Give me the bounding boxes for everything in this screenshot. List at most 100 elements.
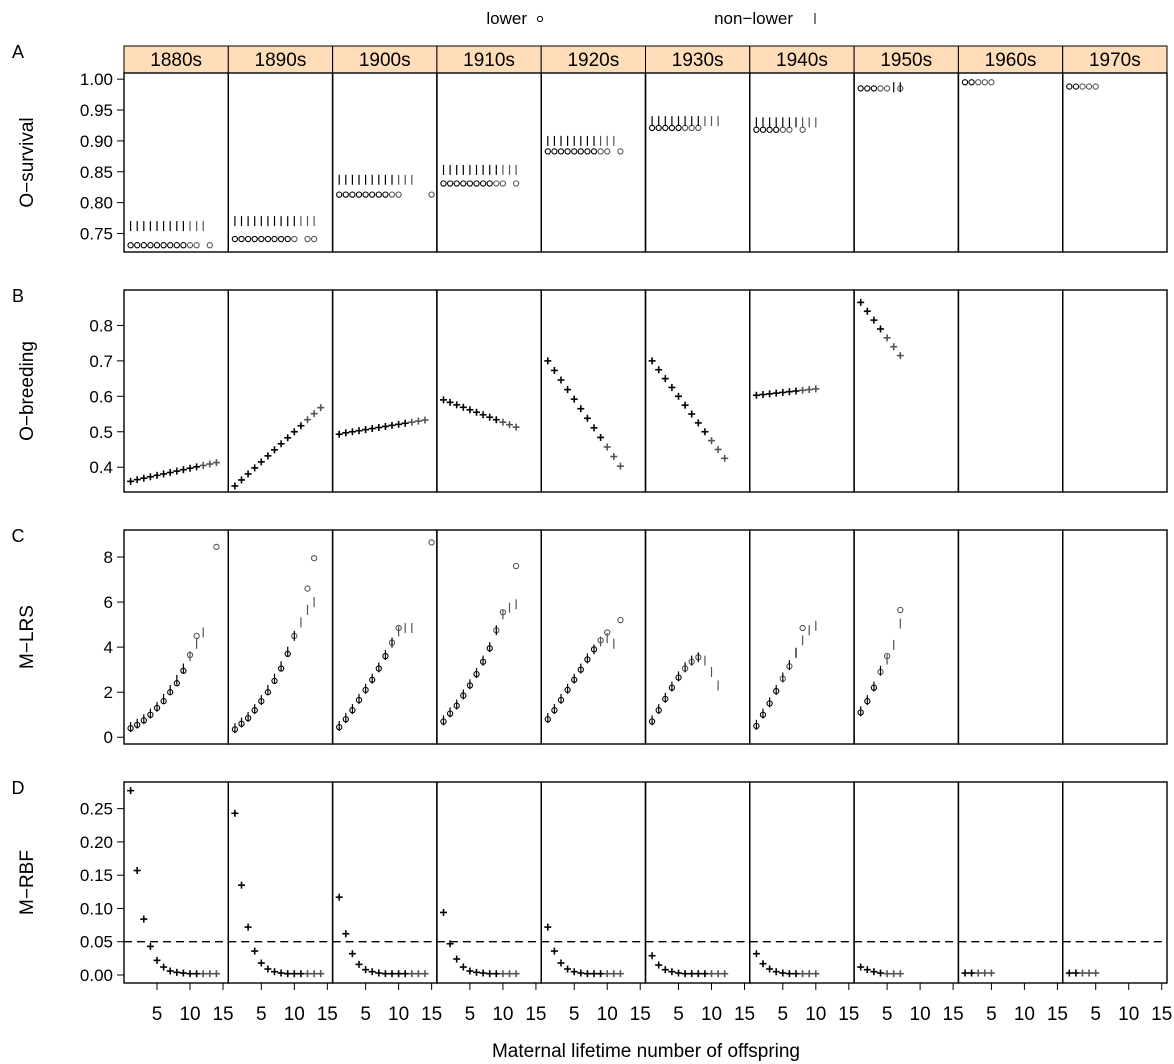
point-circle bbox=[428, 191, 435, 198]
point-plus bbox=[479, 411, 487, 419]
point-plus bbox=[486, 413, 494, 421]
point-plus bbox=[708, 437, 716, 445]
point-plus bbox=[251, 947, 259, 955]
y-tick-label: 0.15 bbox=[80, 866, 113, 885]
y-tick-label: 4 bbox=[104, 638, 113, 657]
panel-d-1950s: 5 10 15 bbox=[853, 781, 964, 1025]
point-circle bbox=[1072, 83, 1080, 90]
point-circle bbox=[1092, 83, 1099, 90]
point-plus bbox=[766, 390, 774, 398]
point-plus bbox=[459, 403, 467, 411]
point-circle bbox=[460, 180, 467, 187]
point-plus bbox=[752, 391, 760, 399]
point-plus bbox=[506, 421, 514, 429]
point-plus bbox=[395, 970, 403, 978]
panel-frame bbox=[644, 72, 751, 253]
point-circle bbox=[512, 562, 520, 570]
point-plus bbox=[368, 425, 376, 433]
x-tick-label: 5 bbox=[360, 1004, 371, 1025]
point-plus bbox=[140, 474, 148, 482]
point-circle bbox=[968, 79, 975, 86]
point-circle bbox=[173, 242, 180, 249]
point-plus bbox=[570, 395, 578, 403]
point-plus bbox=[870, 316, 878, 324]
strip-label-1920s: 1920s bbox=[567, 50, 619, 71]
panel-b-1880s bbox=[123, 289, 230, 493]
point-plus bbox=[342, 429, 350, 437]
point-plus bbox=[590, 970, 598, 978]
point-plus bbox=[590, 424, 598, 432]
point-plus bbox=[238, 476, 246, 484]
point-circle bbox=[160, 242, 167, 249]
point-circle bbox=[753, 126, 760, 133]
panel-c-1900s bbox=[331, 529, 438, 745]
x-tick-label: 5 bbox=[256, 1004, 267, 1025]
x-tick-label: 10 bbox=[284, 1004, 305, 1025]
point-plus bbox=[779, 388, 787, 396]
point-plus bbox=[453, 401, 461, 409]
legend-label-non-lower: non−lower bbox=[714, 9, 793, 28]
point-plus bbox=[271, 446, 279, 454]
panel-d-1930s: 5 10 15 bbox=[644, 781, 755, 1025]
x-tick-label: 15 bbox=[1047, 1004, 1068, 1025]
panel-frame bbox=[540, 72, 647, 253]
point-plus bbox=[388, 421, 396, 429]
point-circle bbox=[473, 180, 480, 187]
panel-rows: AO−survival0.750.800.850.900.951.001880s… bbox=[12, 42, 1173, 1025]
panel-b-1930s bbox=[644, 289, 751, 493]
point-circle bbox=[604, 148, 611, 155]
panel-c-1950s bbox=[853, 529, 960, 745]
row-a: A O−survival 0.75 0.80 0.85 0.90 0.95 1.00 1880s… bbox=[12, 42, 1168, 253]
point-circle bbox=[864, 85, 871, 92]
point-plus bbox=[264, 452, 272, 460]
point-circle bbox=[231, 235, 239, 243]
point-plus bbox=[231, 482, 239, 490]
point-circle bbox=[336, 191, 343, 198]
point-plus bbox=[550, 366, 558, 374]
panel-frame bbox=[1061, 289, 1168, 493]
point-plus bbox=[805, 970, 813, 978]
point-plus bbox=[799, 970, 807, 978]
point-plus bbox=[160, 963, 168, 971]
y-tick-label: 0.95 bbox=[80, 101, 113, 120]
y-tick-label: 0.05 bbox=[80, 933, 113, 952]
x-tick-label: 10 bbox=[492, 1004, 513, 1025]
x-tick-label: 15 bbox=[734, 1004, 755, 1025]
point-plus bbox=[759, 391, 767, 399]
panel-a-1930s: 1930s bbox=[644, 45, 751, 253]
panel-frame bbox=[331, 72, 438, 253]
y-tick-label: 0.80 bbox=[80, 194, 113, 213]
point-circle bbox=[975, 79, 982, 86]
point-plus bbox=[271, 968, 279, 976]
x-axis-title: Maternal lifetime number of offspring bbox=[492, 1041, 800, 1062]
point-plus bbox=[375, 424, 383, 432]
point-plus bbox=[675, 969, 683, 977]
point-circle bbox=[1085, 83, 1093, 90]
x-tick-label: 5 bbox=[882, 1004, 893, 1025]
point-plus bbox=[708, 970, 716, 978]
panel-frame bbox=[436, 781, 542, 984]
y-tick-label: 2 bbox=[104, 683, 113, 702]
strip-label-1930s: 1930s bbox=[672, 50, 724, 71]
point-plus bbox=[583, 970, 591, 978]
point-plus bbox=[173, 467, 181, 475]
panel-b-1910s bbox=[436, 289, 542, 493]
y-tick-label: 0.6 bbox=[89, 387, 113, 406]
point-plus bbox=[799, 386, 807, 394]
x-tick-label: 5 bbox=[1090, 1004, 1101, 1025]
point-circle bbox=[342, 191, 349, 198]
panel-frame bbox=[123, 781, 230, 984]
y-axis-title: O−survival bbox=[17, 117, 38, 207]
panel-frame bbox=[957, 289, 1064, 493]
point-plus bbox=[785, 970, 793, 978]
point-plus bbox=[766, 965, 774, 973]
point-circle bbox=[1066, 83, 1073, 90]
point-plus bbox=[883, 970, 891, 978]
point-plus bbox=[199, 970, 207, 978]
panel-frame bbox=[540, 289, 647, 493]
x-tick-label: 10 bbox=[179, 1004, 200, 1025]
panel-c-1890s bbox=[227, 529, 334, 745]
point-circle bbox=[877, 85, 884, 92]
point-plus bbox=[1092, 969, 1100, 977]
